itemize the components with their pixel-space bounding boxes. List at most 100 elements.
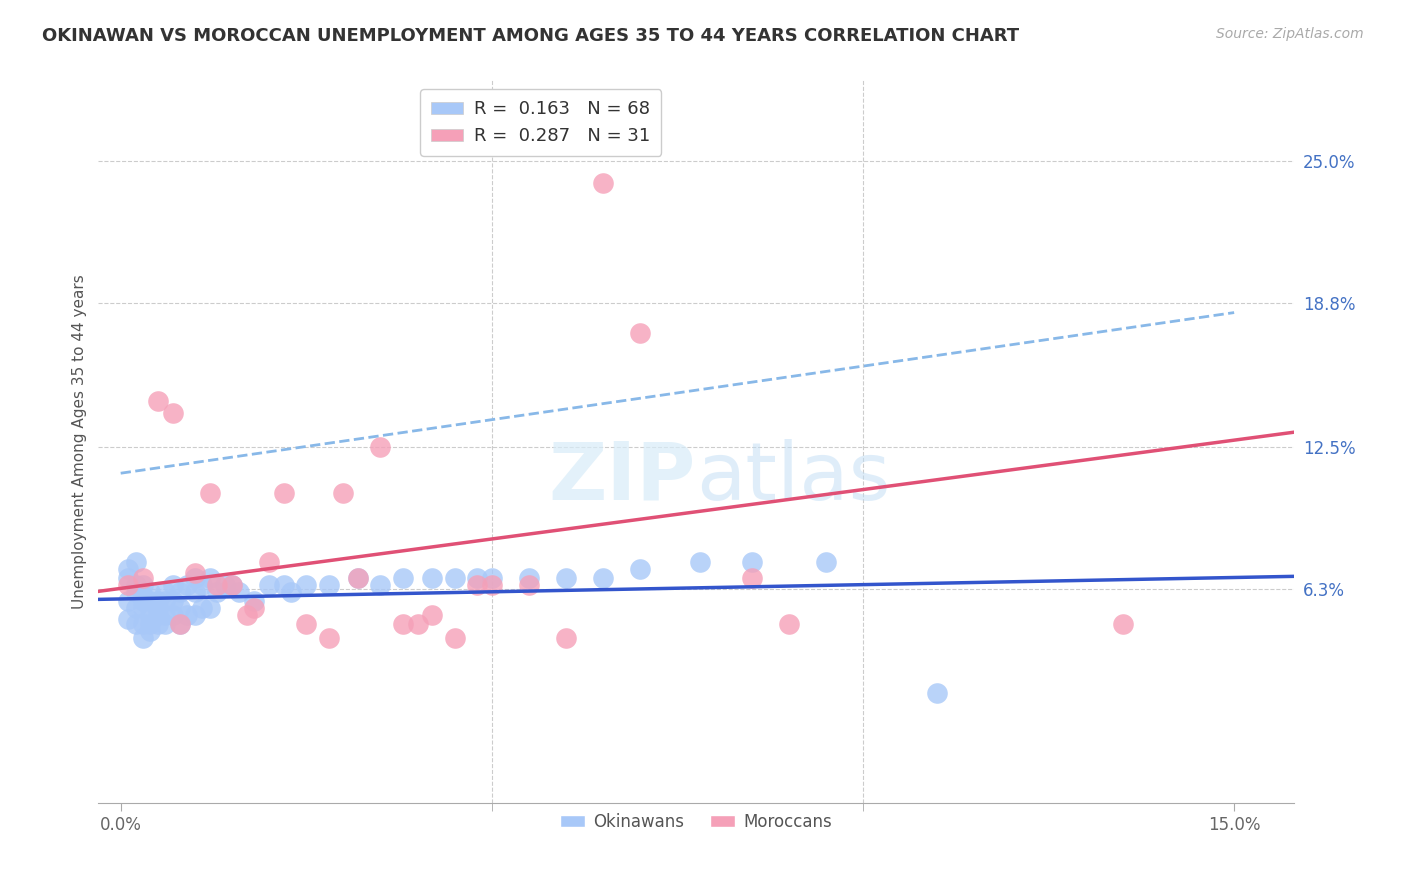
Point [347,571,370,585]
Point [228,584,250,599]
Point [257,555,280,569]
Point [124,578,146,592]
Point [628,326,651,340]
Point [117,594,139,608]
Point [146,600,169,615]
Point [205,584,228,599]
Point [221,578,243,592]
Point [273,578,295,592]
Point [927,686,949,700]
Point [184,584,207,599]
Point [465,571,488,585]
Point [332,486,354,500]
Point [162,607,184,622]
Point [517,571,540,585]
Text: Source: ZipAtlas.com: Source: ZipAtlas.com [1216,27,1364,41]
Point [280,584,302,599]
Point [1112,616,1135,631]
Point [176,607,198,622]
Point [555,631,578,645]
Point [198,486,221,500]
Point [517,578,540,592]
Point [689,555,711,569]
Point [741,571,763,585]
Point [132,631,155,645]
Point [741,555,763,569]
Point [236,607,259,622]
Point [592,177,614,191]
Point [117,612,139,626]
Point [169,600,191,615]
Point [370,440,392,454]
Point [422,607,444,622]
Point [318,578,340,592]
Point [124,616,146,631]
Point [243,594,266,608]
Point [778,616,800,631]
Y-axis label: Unemployment Among Ages 35 to 44 years: Unemployment Among Ages 35 to 44 years [72,274,87,609]
Point [243,600,266,615]
Point [184,566,207,581]
Point [191,600,214,615]
Point [155,584,177,599]
Point [555,571,578,585]
Point [132,590,155,604]
Point [169,616,191,631]
Point [162,406,184,420]
Point [422,571,444,585]
Point [391,571,413,585]
Point [214,578,236,592]
Text: atlas: atlas [696,439,890,516]
Point [184,571,207,585]
Point [205,578,228,592]
Point [176,578,198,592]
Point [295,578,318,592]
Point [198,571,221,585]
Point [295,616,318,631]
Point [443,571,465,585]
Point [146,394,169,409]
Point [162,594,184,608]
Point [370,578,392,592]
Point [124,584,146,599]
Point [162,578,184,592]
Point [155,607,177,622]
Point [124,555,146,569]
Point [406,616,429,631]
Point [592,571,614,585]
Point [139,584,162,599]
Point [169,584,191,599]
Point [139,616,162,631]
Point [132,616,155,631]
Point [132,578,155,592]
Point [132,600,155,615]
Point [628,562,651,576]
Point [481,578,503,592]
Text: OKINAWAN VS MOROCCAN UNEMPLOYMENT AMONG AGES 35 TO 44 YEARS CORRELATION CHART: OKINAWAN VS MOROCCAN UNEMPLOYMENT AMONG … [42,27,1019,45]
Point [124,600,146,615]
Point [318,631,340,645]
Point [481,571,503,585]
Point [132,571,155,585]
Point [146,607,169,622]
Point [273,486,295,500]
Point [146,594,169,608]
Point [139,624,162,638]
Point [155,594,177,608]
Point [391,616,413,631]
Legend: Okinawans, Moroccans: Okinawans, Moroccans [554,806,838,838]
Point [117,578,139,592]
Point [465,578,488,592]
Point [132,594,155,608]
Text: ZIP: ZIP [548,439,696,516]
Point [146,616,169,631]
Point [198,600,221,615]
Point [347,571,370,585]
Point [117,562,139,576]
Point [169,616,191,631]
Point [257,578,280,592]
Point [443,631,465,645]
Point [221,578,243,592]
Point [139,607,162,622]
Point [155,616,177,631]
